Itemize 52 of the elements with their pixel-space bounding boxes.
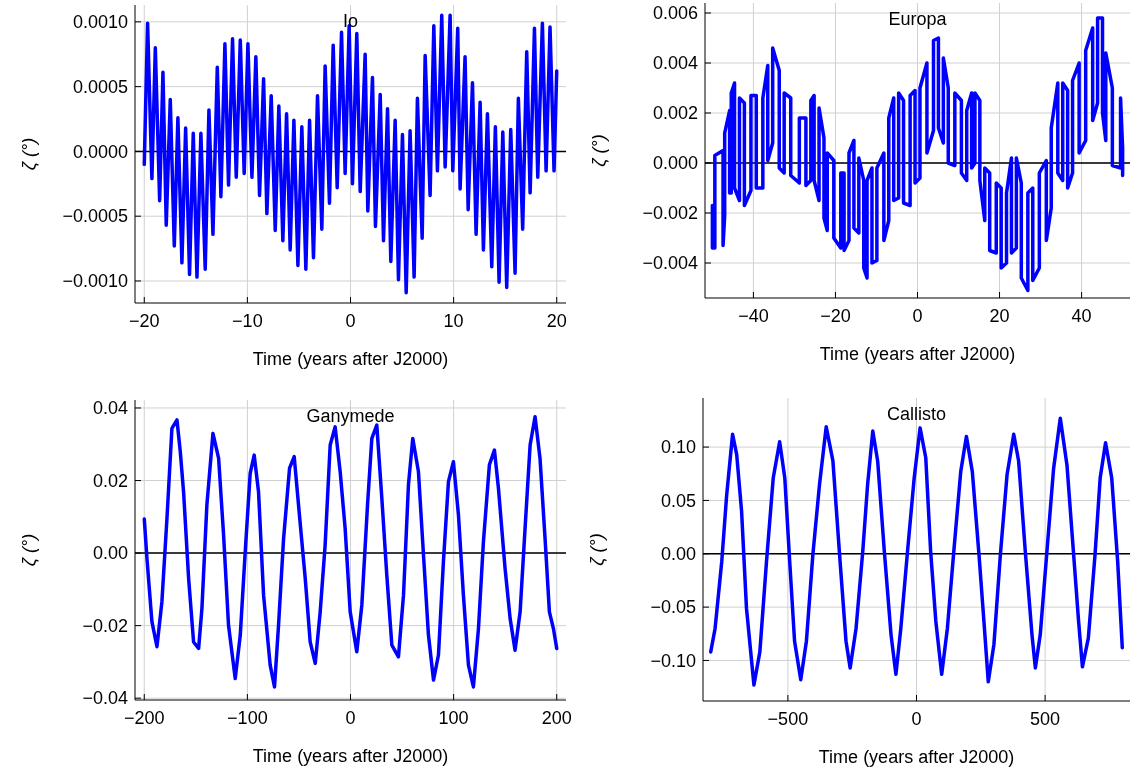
- y-tick-label: 0.006: [652, 3, 698, 24]
- x-tick-label: −40: [738, 306, 769, 326]
- y-tick-label: 0.00: [92, 543, 128, 564]
- x-tick-label: 0: [911, 709, 922, 729]
- y-axis-title: ζ (°): [19, 533, 39, 567]
- x-tick-label: 0: [345, 708, 356, 728]
- y-tick-label: 0.02: [92, 470, 128, 491]
- y-tick-label: 0.10: [660, 437, 696, 458]
- x-tick-label: 200: [541, 708, 572, 728]
- line-series: [142, 13, 559, 295]
- y-tick-label: 0.05: [660, 490, 696, 511]
- y-tick-label: 0.004: [652, 53, 698, 74]
- y-tick-label: 0.04: [92, 398, 128, 419]
- x-tick-label: −200: [124, 708, 165, 728]
- y-axis-title: ζ (°): [589, 134, 609, 167]
- y-axis-title: ζ (°): [19, 137, 39, 171]
- x-tick-label: −500: [767, 709, 809, 729]
- y-tick-label: −0.002: [642, 203, 698, 224]
- x-axis-title: Time (years after J2000): [252, 349, 449, 369]
- x-tick-label: 10: [443, 311, 464, 331]
- x-tick-label: −20: [820, 306, 851, 326]
- x-axis-title: Time (years after J2000): [818, 747, 1015, 767]
- x-tick-label: 0: [912, 306, 923, 326]
- y-tick-label: 0.0005: [72, 76, 128, 97]
- x-tick-label: −20: [129, 311, 160, 331]
- y-tick-label: −0.10: [650, 650, 696, 671]
- x-axis-title: Time (years after J2000): [819, 344, 1016, 364]
- y-tick-label: 0.0000: [72, 141, 128, 162]
- x-axis-title: Time (years after J2000): [252, 746, 449, 766]
- y-tick-label: 0.002: [652, 103, 698, 124]
- x-tick-label: 500: [1030, 709, 1061, 729]
- y-tick-label: −0.04: [82, 688, 128, 709]
- y-tick-label: 0.0010: [72, 12, 128, 33]
- y-tick-label: 0.00: [660, 544, 696, 565]
- chart-title: Io: [342, 11, 359, 31]
- x-tick-label: −100: [227, 708, 268, 728]
- y-tick-label: −0.05: [650, 597, 696, 618]
- x-tick-label: −10: [232, 311, 263, 331]
- x-tick-label: 100: [438, 708, 469, 728]
- y-tick-label: −0.0005: [62, 206, 128, 227]
- y-tick-label: −0.004: [642, 253, 698, 274]
- x-tick-label: 20: [989, 306, 1010, 326]
- chart-title: Europa: [888, 9, 948, 29]
- y-tick-label: −0.0010: [62, 271, 128, 292]
- chart-title: Ganymede: [306, 406, 395, 426]
- x-tick-label: 40: [1071, 306, 1092, 326]
- chart-title: Callisto: [886, 404, 947, 424]
- y-tick-label: −0.02: [82, 615, 128, 636]
- y-axis-title: ζ (°): [587, 533, 607, 566]
- x-tick-label: 20: [546, 311, 567, 331]
- y-tick-label: 0.000: [652, 153, 698, 174]
- x-tick-label: 0: [345, 311, 356, 331]
